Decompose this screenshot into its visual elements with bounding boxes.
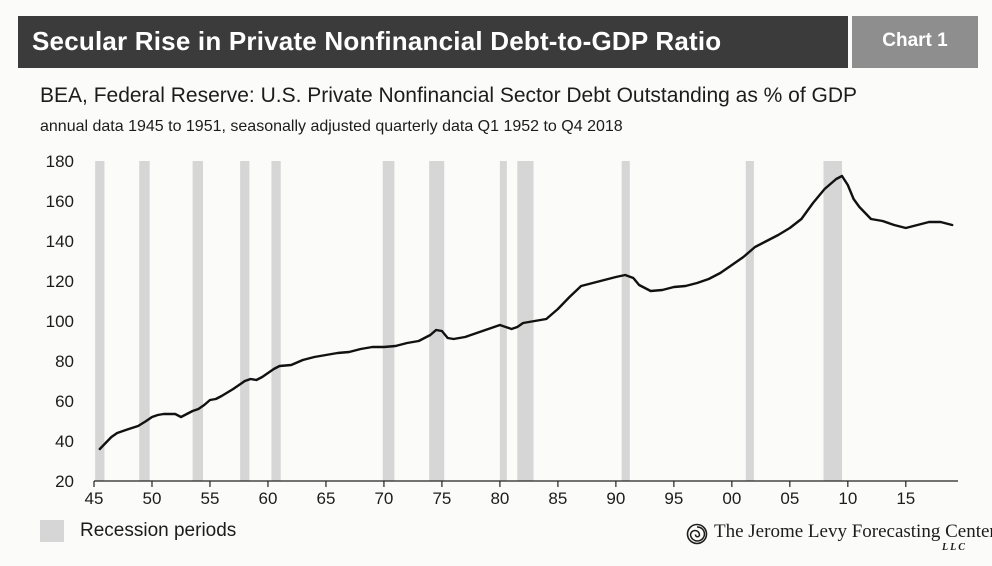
x-tick-label: 80 <box>490 489 509 508</box>
brand-name: The Jerome Levy Forecasting Center <box>714 521 992 542</box>
recession-band-2 <box>139 161 150 481</box>
recession-band-11 <box>745 161 754 481</box>
y-tick-label: 180 <box>46 152 74 171</box>
recession-band-10 <box>621 161 630 481</box>
recession-band-3 <box>192 161 204 481</box>
x-tick-label: 70 <box>374 489 393 508</box>
title-bar: Secular Rise in Private Nonfinancial Deb… <box>18 16 848 68</box>
brand-logo: The Jerome Levy Forecasting Center LLC <box>686 521 992 561</box>
x-tick-label: 90 <box>606 489 625 508</box>
x-tick-label: 95 <box>664 489 683 508</box>
x-tick-label: 05 <box>780 489 799 508</box>
recession-band-6 <box>382 161 395 481</box>
y-tick-label: 20 <box>55 472 74 491</box>
chart-data-note: annual data 1945 to 1951, seasonally adj… <box>40 118 623 135</box>
x-tick-label: 15 <box>896 489 915 508</box>
x-tick-label: 65 <box>316 489 335 508</box>
recession-bands <box>95 161 843 481</box>
y-tick-label: 80 <box>55 352 74 371</box>
x-tick-label: 55 <box>201 489 220 508</box>
recession-band-5 <box>271 161 281 481</box>
recession-band-12 <box>823 161 843 481</box>
x-tick-label: 10 <box>838 489 857 508</box>
x-tick-label: 75 <box>432 489 451 508</box>
y-tick-label: 140 <box>46 232 74 251</box>
y-tick-label: 120 <box>46 272 74 291</box>
recession-legend-label: Recession periods <box>80 520 237 541</box>
x-tick-label: 00 <box>722 489 741 508</box>
x-tick-label: 50 <box>143 489 162 508</box>
series <box>98 174 954 451</box>
y-tick-label: 40 <box>55 432 74 451</box>
chart-main-title: Secular Rise in Private Nonfinancial Deb… <box>32 26 722 56</box>
y-tick-label: 160 <box>46 192 74 211</box>
recession-band-4 <box>240 161 250 481</box>
x-tick-label: 85 <box>548 489 567 508</box>
chart-subtitle: BEA, Federal Reserve: U.S. Private Nonfi… <box>40 84 858 107</box>
recession-band-9 <box>517 161 534 481</box>
chart-number-label: Chart 1 <box>882 30 948 51</box>
x-tick-label: 45 <box>85 489 104 508</box>
y-tick-label: 100 <box>46 312 74 331</box>
chart-number-tag: Chart 1 <box>852 16 978 68</box>
recession-band-8 <box>499 161 507 481</box>
debt-to-gdp-line <box>98 174 954 451</box>
recession-band-1 <box>95 161 105 481</box>
brand-suffix: LLC <box>942 542 967 553</box>
spiral-logo-icon <box>686 523 708 545</box>
axes: 180 160 140 120 100 80 60 40 20 45 50 55 60 65 70 75 80 8… <box>46 152 958 508</box>
recession-band-7 <box>429 161 445 481</box>
recession-legend-swatch <box>40 520 64 542</box>
y-tick-label: 60 <box>55 392 74 411</box>
x-tick-label: 60 <box>258 489 277 508</box>
